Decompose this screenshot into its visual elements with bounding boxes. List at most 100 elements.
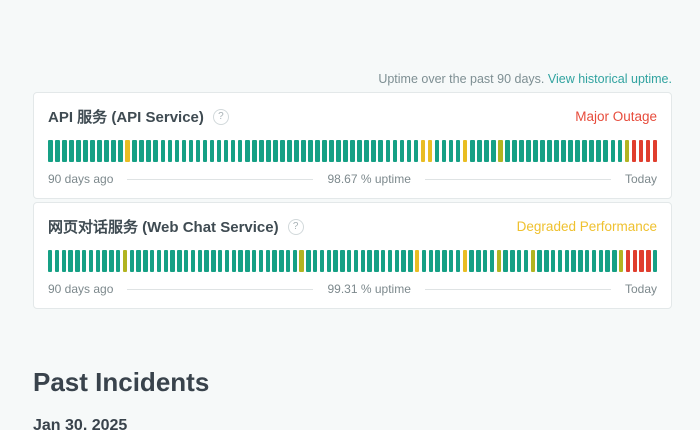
uptime-day-bar[interactable] (605, 250, 610, 272)
uptime-day-bar[interactable] (505, 140, 510, 162)
uptime-day-bar[interactable] (153, 140, 159, 162)
uptime-day-bar[interactable] (163, 250, 168, 272)
uptime-day-bar[interactable] (231, 250, 236, 272)
uptime-day-bar[interactable] (392, 140, 398, 162)
uptime-day-bar[interactable] (347, 250, 352, 272)
uptime-day-bar[interactable] (244, 140, 250, 162)
uptime-day-bar[interactable] (115, 250, 121, 272)
uptime-day-bar[interactable] (427, 140, 433, 162)
uptime-day-bar[interactable] (350, 140, 355, 162)
uptime-day-bar[interactable] (195, 140, 201, 162)
uptime-day-bar[interactable] (230, 140, 236, 162)
uptime-day-bar[interactable] (136, 250, 141, 272)
uptime-day-bar[interactable] (578, 250, 583, 272)
uptime-day-bar[interactable] (596, 140, 602, 162)
uptime-day-bar[interactable] (449, 250, 454, 272)
uptime-day-bar[interactable] (204, 250, 209, 272)
uptime-day-bar[interactable] (387, 250, 393, 272)
uptime-day-bar[interactable] (81, 250, 87, 272)
uptime-day-bar[interactable] (639, 250, 644, 272)
uptime-day-bar[interactable] (294, 140, 299, 162)
uptime-day-bar[interactable] (496, 250, 501, 272)
uptime-day-bar[interactable] (223, 140, 229, 162)
uptime-day-bar[interactable] (62, 140, 67, 162)
uptime-day-bar[interactable] (55, 140, 60, 162)
uptime-day-bar[interactable] (146, 140, 152, 162)
uptime-day-bar[interactable] (476, 140, 482, 162)
uptime-day-bar[interactable] (618, 250, 624, 272)
uptime-day-bar[interactable] (190, 250, 196, 272)
uptime-day-bar[interactable] (455, 250, 461, 272)
uptime-day-bar[interactable] (554, 140, 559, 162)
uptime-day-bar[interactable] (216, 140, 222, 162)
uptime-day-bar[interactable] (428, 250, 434, 272)
uptime-day-bar[interactable] (381, 250, 386, 272)
uptime-day-bar[interactable] (104, 140, 109, 162)
uptime-day-bar[interactable] (568, 140, 573, 162)
uptime-day-bar[interactable] (632, 250, 637, 272)
uptime-day-bar[interactable] (561, 140, 566, 162)
uptime-day-bar[interactable] (102, 250, 107, 272)
uptime-day-bar[interactable] (503, 250, 508, 272)
uptime-day-bar[interactable] (156, 250, 162, 272)
uptime-day-bar[interactable] (245, 250, 250, 272)
uptime-day-bar[interactable] (238, 250, 243, 272)
uptime-day-bar[interactable] (167, 140, 173, 162)
uptime-day-bar[interactable] (251, 250, 257, 272)
uptime-day-bar[interactable] (374, 250, 379, 272)
uptime-day-bar[interactable] (498, 140, 503, 162)
uptime-day-bar[interactable] (399, 140, 405, 162)
uptime-day-bar[interactable] (483, 250, 488, 272)
uptime-day-bar[interactable] (408, 250, 413, 272)
uptime-day-bar[interactable] (299, 250, 304, 272)
uptime-day-bar[interactable] (455, 140, 461, 162)
uptime-day-bar[interactable] (336, 140, 341, 162)
uptime-day-bar[interactable] (109, 250, 114, 272)
uptime-day-bar[interactable] (631, 140, 637, 162)
uptime-day-bar[interactable] (122, 250, 128, 272)
uptime-day-bar[interactable] (557, 250, 563, 272)
uptime-day-bar[interactable] (48, 250, 53, 272)
uptime-day-bar[interactable] (174, 140, 180, 162)
uptime-day-bar[interactable] (575, 140, 580, 162)
uptime-day-bar[interactable] (340, 250, 345, 272)
uptime-day-bar[interactable] (285, 250, 291, 272)
uptime-day-bar[interactable] (533, 140, 538, 162)
uptime-day-bar[interactable] (652, 250, 658, 272)
uptime-day-bar[interactable] (490, 140, 496, 162)
uptime-day-bar[interactable] (97, 140, 102, 162)
uptime-day-bar[interactable] (306, 250, 311, 272)
uptime-day-bar[interactable] (273, 140, 278, 162)
uptime-day-bar[interactable] (462, 140, 468, 162)
uptime-day-bar[interactable] (598, 250, 603, 272)
uptime-day-bar[interactable] (111, 140, 116, 162)
help-icon[interactable]: ? (287, 218, 304, 235)
uptime-day-bar[interactable] (209, 140, 215, 162)
uptime-day-bar[interactable] (313, 250, 318, 272)
uptime-day-bar[interactable] (540, 140, 545, 162)
uptime-day-bar[interactable] (530, 250, 535, 272)
uptime-day-bar[interactable] (645, 140, 651, 162)
uptime-day-bar[interactable] (329, 140, 334, 162)
uptime-day-bar[interactable] (512, 140, 517, 162)
uptime-day-bar[interactable] (591, 250, 597, 272)
uptime-day-bar[interactable] (584, 250, 590, 272)
uptime-day-bar[interactable] (603, 140, 609, 162)
uptime-day-bar[interactable] (612, 250, 617, 272)
view-historical-uptime-link[interactable]: View historical uptime. (547, 72, 672, 86)
uptime-day-bar[interactable] (537, 250, 542, 272)
uptime-day-bar[interactable] (76, 140, 81, 162)
uptime-day-bar[interactable] (442, 250, 447, 272)
uptime-day-bar[interactable] (143, 250, 148, 272)
uptime-day-bar[interactable] (48, 140, 53, 162)
uptime-day-bar[interactable] (625, 250, 631, 272)
uptime-day-bar[interactable] (434, 140, 440, 162)
uptime-day-bar[interactable] (357, 140, 363, 162)
uptime-day-bar[interactable] (469, 250, 474, 272)
uptime-day-bar[interactable] (217, 250, 223, 272)
uptime-day-bar[interactable] (258, 140, 264, 162)
uptime-day-bar[interactable] (483, 140, 489, 162)
uptime-day-bar[interactable] (279, 250, 284, 272)
uptime-day-bar[interactable] (421, 250, 427, 272)
uptime-day-bar[interactable] (367, 250, 372, 272)
